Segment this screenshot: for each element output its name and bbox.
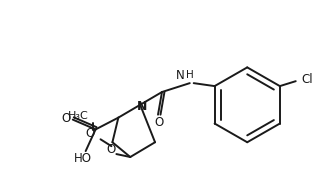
Text: O: O	[154, 116, 164, 129]
Text: H₃C: H₃C	[68, 111, 89, 121]
Text: H: H	[186, 70, 194, 80]
Text: O: O	[61, 112, 70, 125]
Text: Cl: Cl	[302, 73, 313, 86]
Text: O: O	[107, 143, 116, 156]
Text: O: O	[85, 127, 94, 140]
Text: N: N	[176, 69, 185, 82]
Text: N: N	[137, 100, 147, 113]
Text: HO: HO	[74, 152, 92, 166]
